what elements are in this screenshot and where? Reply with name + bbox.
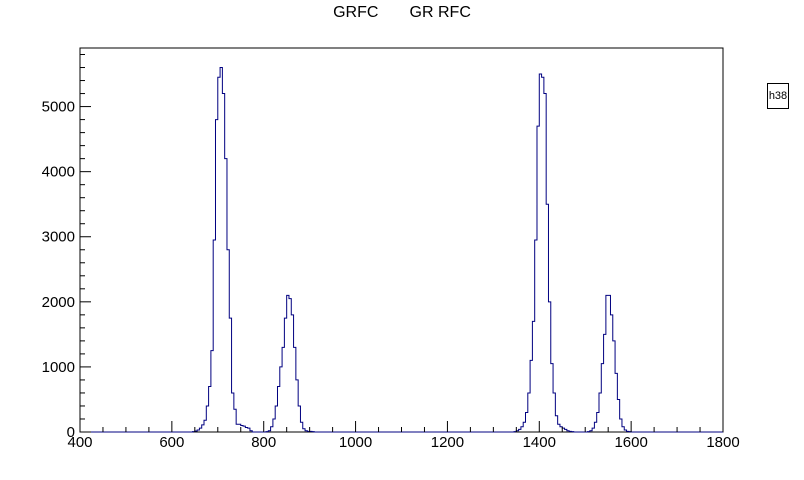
y-tick-label: 4000 [42,164,75,181]
y-tick-label: 3000 [42,229,75,246]
x-tick-label: 1000 [339,434,372,451]
histogram-line [80,67,723,433]
x-tick-label: 1600 [614,434,647,451]
y-tick-label: 2000 [42,294,75,311]
x-tick-label: 800 [251,434,276,451]
histogram-name-box: h38 [767,83,789,109]
plot-frame [79,47,724,433]
y-tick-label: 5000 [42,99,75,116]
x-tick-label: 1200 [431,434,464,451]
y-tick-label: 0 [67,424,75,441]
x-tick-label: 1400 [523,434,556,451]
x-tick-label: 400 [67,434,92,451]
chart-title: GRFC GR RFC [333,4,471,21]
x-tick-label: 600 [159,434,184,451]
y-tick-label: 1000 [42,359,75,376]
x-tick-label: 1800 [706,434,739,451]
